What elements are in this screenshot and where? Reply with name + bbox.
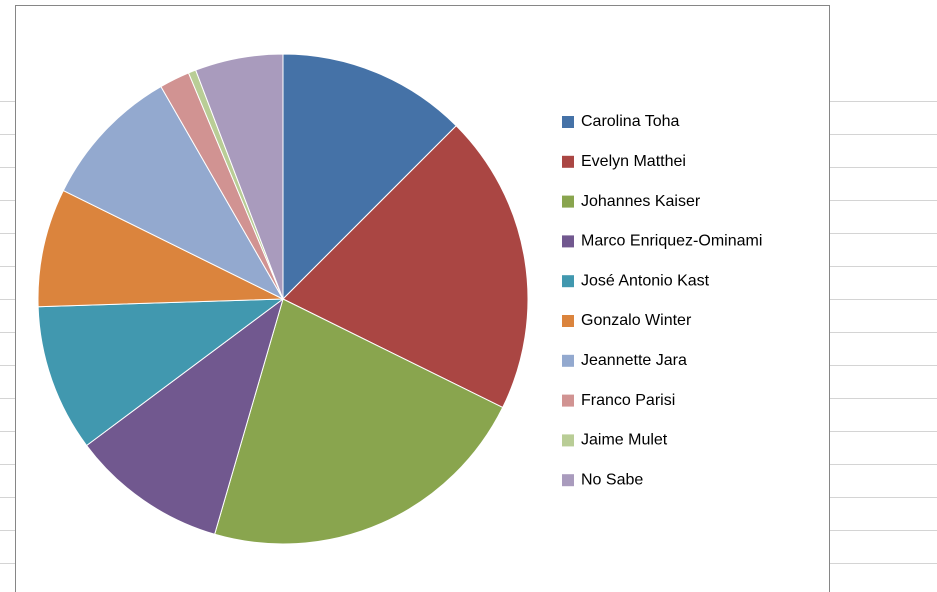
legend-label: Evelyn Matthei: [581, 153, 686, 170]
legend-swatch: [562, 155, 574, 168]
legend-swatch: [562, 275, 574, 288]
pie-slice: [282, 125, 529, 409]
legend-label: Jaime Mulet: [581, 432, 668, 449]
legend-swatch: [562, 235, 574, 248]
legend-label: Franco Parisi: [581, 392, 675, 409]
legend-label: Carolina Toha: [581, 113, 680, 130]
pie-slice: [282, 53, 457, 301]
pie-slice: [37, 298, 285, 447]
legend-swatch: [562, 394, 574, 407]
pie-slice: [85, 297, 284, 535]
legend-swatch: [562, 116, 574, 128]
pie-slice: [195, 53, 284, 300]
legend-label: Jeannette Jara: [581, 352, 687, 369]
pie-slice: [37, 189, 284, 308]
legend-swatch: [562, 315, 574, 327]
pie-slice: [214, 298, 504, 545]
legend-label: Marco Enriquez-Ominami: [581, 233, 762, 250]
legend-label: Gonzalo Winter: [581, 312, 692, 329]
legend-label: No Sabe: [581, 471, 643, 488]
legend-swatch: [562, 195, 574, 208]
legend-label: Johannes Kaiser: [581, 193, 701, 210]
pie-slice: [62, 85, 285, 301]
legend-label: José Antonio Kast: [581, 272, 710, 289]
legend-swatch: [562, 434, 574, 447]
legend-swatch: [562, 354, 574, 367]
legend-swatch: [562, 474, 574, 487]
